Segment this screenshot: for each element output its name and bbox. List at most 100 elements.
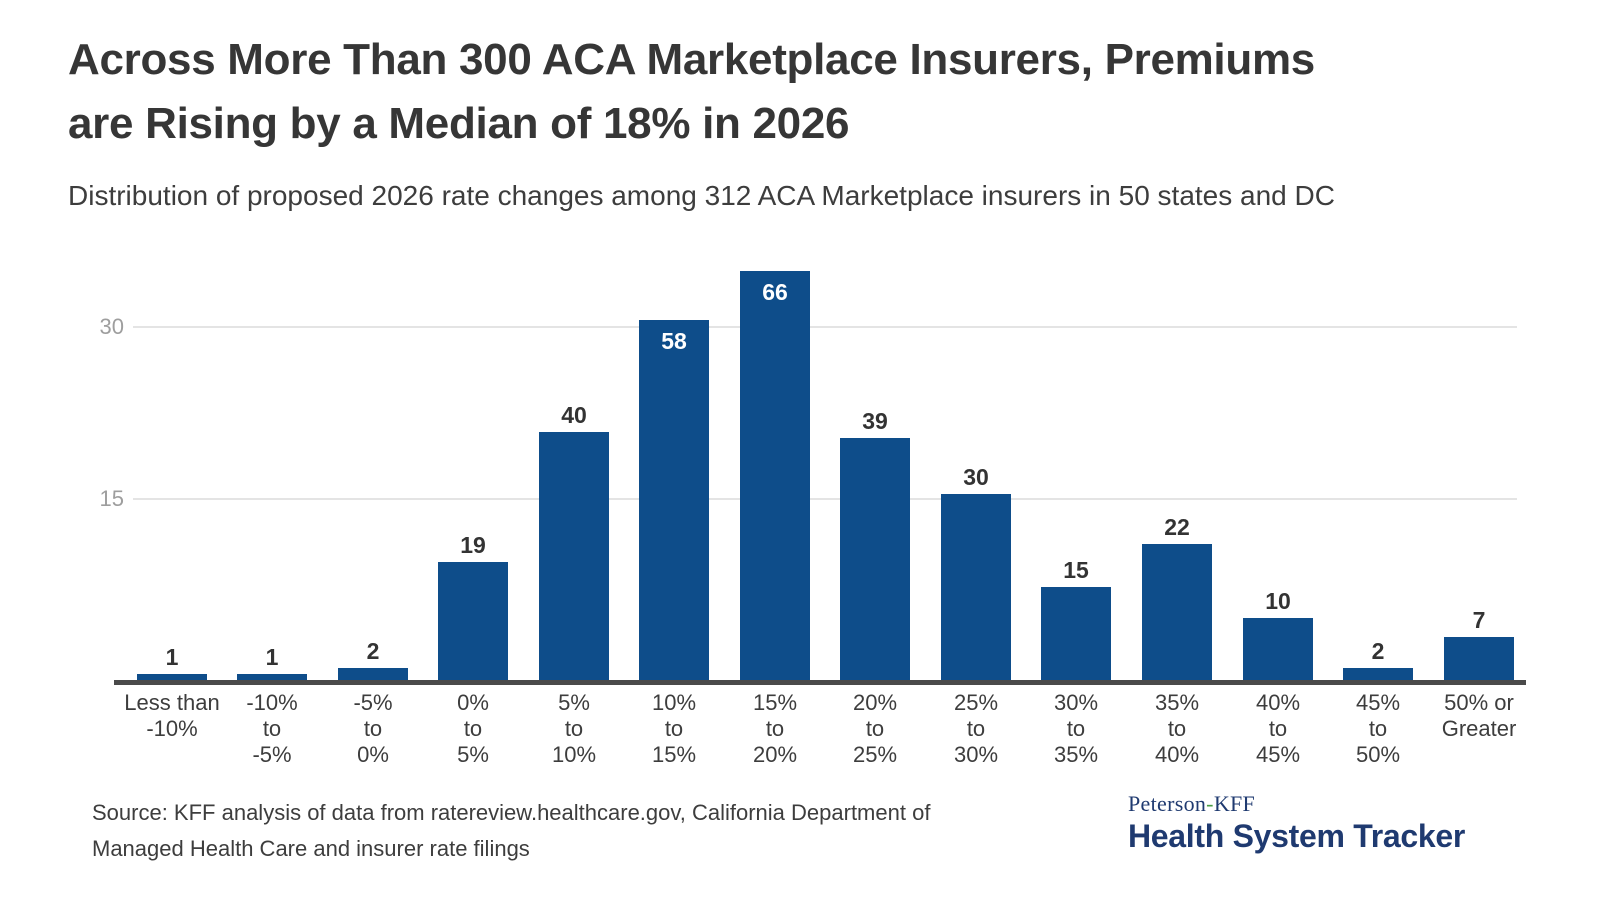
x-axis-tick-line: -5% [252, 742, 292, 767]
bar-value-label: 19 [460, 532, 486, 558]
y-axis-tick-label: 30 [99, 314, 124, 339]
brand-peterson-kff: Peterson-KFF [1128, 791, 1548, 817]
bar [1444, 637, 1514, 680]
source-note-line: Source: KFF analysis of data from ratere… [92, 800, 931, 825]
x-axis-tick-label: 45% to 50% [1308, 690, 1448, 768]
x-axis-tick-label: -10% to -5% [202, 690, 342, 768]
x-axis-tick-line: 15% [752, 690, 798, 715]
source-note: Source: KFF analysis of data from ratere… [92, 795, 1072, 867]
x-axis-tick-label: 0% to 5% [403, 690, 543, 768]
chart-title-line: are Rising by a Median of 18% in 2026 [68, 99, 850, 148]
x-axis-tick-line: 10% [551, 742, 597, 767]
x-axis-tick-line: 0% [457, 690, 489, 715]
x-axis-tick-line: to [1268, 716, 1288, 741]
x-axis-tick-label: Less than -10% [102, 690, 242, 742]
chart-title-line: Across More Than 300 ACA Marketplace Ins… [68, 35, 1315, 84]
x-axis-tick-line: to [262, 716, 282, 741]
x-axis-tick-line: 5% [457, 742, 489, 767]
bar [1142, 544, 1212, 680]
x-axis-tick-label: 30% to 35% [1006, 690, 1146, 768]
x-axis-tick-line: 25% [953, 690, 999, 715]
x-axis-tick-line: Greater [1441, 716, 1517, 741]
x-axis-tick-line: 30% [953, 742, 999, 767]
bar [338, 668, 408, 680]
y-axis-tick-label: 15 [99, 486, 124, 511]
x-axis-tick-line: Less than [124, 690, 220, 715]
bar [1041, 587, 1111, 680]
x-axis-tick-line: to [363, 716, 383, 741]
x-axis-tick-line: 50% or [1444, 690, 1514, 715]
bar [941, 494, 1011, 680]
x-axis-tick-line: 20% [852, 690, 898, 715]
x-axis-tick-line: 25% [852, 742, 898, 767]
brand-peterson: Peterson [1128, 791, 1207, 816]
bar-value-label: 1 [265, 644, 279, 670]
gridline [133, 498, 1517, 500]
x-axis-tick-line: to [664, 716, 684, 741]
x-axis-tick-line: 45% [1355, 690, 1401, 715]
bar-value-label: 7 [1472, 607, 1486, 633]
bar [639, 320, 709, 680]
bar [137, 674, 207, 680]
x-axis-tick-line: 10% [651, 690, 697, 715]
x-axis-tick-line: to [865, 716, 885, 741]
x-axis-tick-label: 35% to 40% [1107, 690, 1247, 768]
gridline [133, 326, 1517, 328]
x-axis-tick-label: 10% to 15% [604, 690, 744, 768]
brand-kff: KFF [1213, 791, 1256, 816]
bar-value-label: 15 [1063, 557, 1089, 583]
bar-value-label: 22 [1164, 514, 1190, 540]
x-axis-tick-line: 5% [558, 690, 590, 715]
x-axis-tick-line: 45% [1255, 742, 1301, 767]
x-axis-tick-line: 20% [752, 742, 798, 767]
x-axis-tick-line: 30% [1053, 690, 1099, 715]
x-axis-tick-line: 40% [1255, 690, 1301, 715]
x-axis-tick-line: to [966, 716, 986, 741]
x-axis-tick-label: 15% to 20% [705, 690, 845, 768]
x-axis-tick-label: 25% to 30% [906, 690, 1046, 768]
source-note-line: Managed Health Care and insurer rate fil… [92, 836, 530, 861]
x-axis-line [114, 680, 1526, 685]
x-axis-tick-line: to [765, 716, 785, 741]
x-axis-tick-line: to [1066, 716, 1086, 741]
bar-value-label: 2 [366, 638, 380, 664]
bar [237, 674, 307, 680]
chart-subtitle: Distribution of proposed 2026 rate chang… [68, 180, 1335, 211]
bar [539, 432, 609, 680]
x-axis-tick-label: -5% to 0% [303, 690, 443, 768]
bar-value-label: 2 [1371, 638, 1385, 664]
bar-value-label: 1 [165, 644, 179, 670]
bar [1343, 668, 1413, 680]
bar-value-label: 30 [963, 464, 989, 490]
x-axis-tick-line: 15% [651, 742, 697, 767]
bar-value-label: 66 [762, 279, 788, 305]
bar [438, 562, 508, 680]
x-axis-tick-line: to [463, 716, 483, 741]
x-axis-tick-line: -5% [353, 690, 393, 715]
brand-health-system-tracker: Health System Tracker [1128, 818, 1465, 854]
x-axis-tick-line: to [1167, 716, 1187, 741]
x-axis-tick-line: 35% [1154, 690, 1200, 715]
x-axis-tick-label: 40% to 45% [1208, 690, 1348, 768]
bar [1243, 618, 1313, 680]
x-axis-tick-label: 50% or Greater [1409, 690, 1549, 742]
brand-logo: Peterson-KFF Health System Tracker [1128, 791, 1548, 855]
x-axis-tick-line: 0% [357, 742, 389, 767]
x-axis-tick-line: 50% [1355, 742, 1401, 767]
x-axis-tick-line: 40% [1154, 742, 1200, 767]
bar [740, 271, 810, 680]
x-axis-tick-line: -10% [146, 716, 198, 741]
bar-value-label: 39 [862, 408, 888, 434]
x-axis-tick-line: 35% [1053, 742, 1099, 767]
bar-value-label: 40 [561, 402, 587, 428]
bar-value-label: 10 [1265, 588, 1291, 614]
x-axis-tick-label: 20% to 25% [805, 690, 945, 768]
bar-value-label: 58 [661, 328, 687, 354]
chart-title: Across More Than 300 ACA Marketplace Ins… [68, 28, 1538, 156]
x-axis-tick-label: 5% to 10% [504, 690, 644, 768]
bar [840, 438, 910, 680]
brand-hyphen: - [1206, 791, 1214, 816]
x-axis-tick-line: -10% [246, 690, 298, 715]
